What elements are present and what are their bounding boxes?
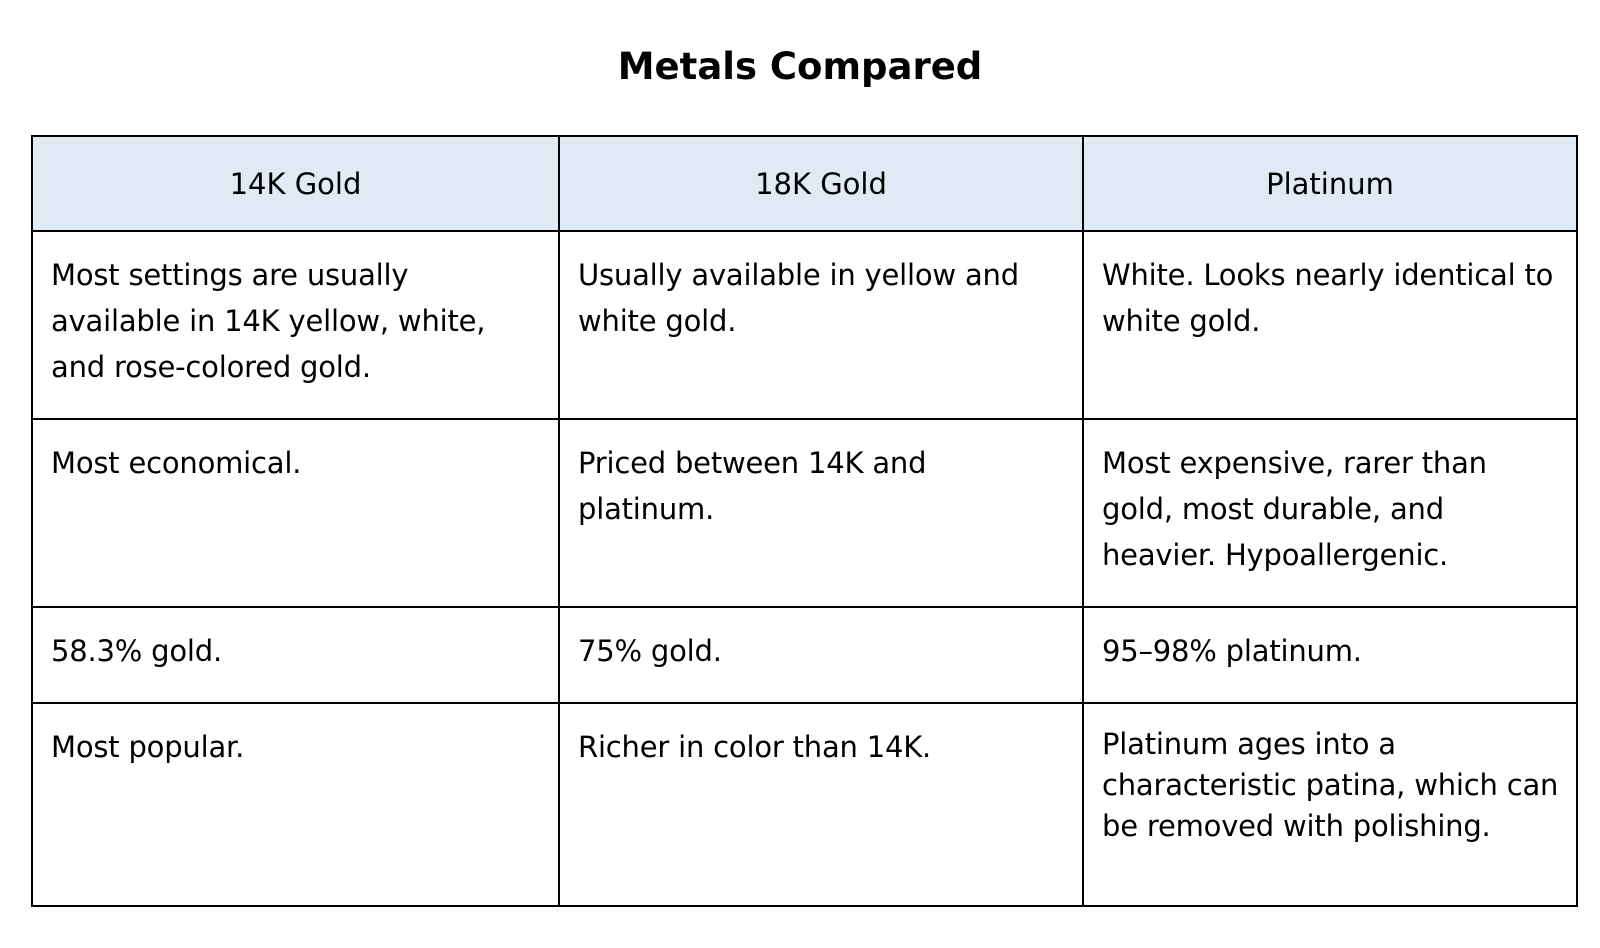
column-header-14k-gold: 14K Gold: [31, 135, 560, 232]
cell-text: Richer in color than 14K.: [578, 730, 932, 764]
cell-text: Usually available in yellow and white go…: [578, 258, 1019, 338]
cell-text: Priced between 14K and platinum.: [578, 446, 927, 526]
cell-text: 58.3% gold.: [51, 634, 222, 668]
cell-text: 95–98% platinum.: [1102, 634, 1362, 668]
table-row: Most popular. Richer in color than 14K. …: [31, 702, 1578, 907]
column-header-platinum: Platinum: [1082, 135, 1578, 232]
cell-text: Platinum ages into a characteristic pati…: [1102, 727, 1559, 843]
column-header-18k-gold: 18K Gold: [558, 135, 1084, 232]
table-cell: Platinum ages into a characteristic pati…: [1082, 702, 1578, 907]
table-cell: White. Looks nearly identical to white g…: [1082, 230, 1578, 420]
cell-text: 75% gold.: [578, 634, 722, 668]
page-title: Metals Compared: [617, 45, 983, 88]
table-cell: Most economical.: [31, 418, 560, 608]
table-cell: Most expensive, rarer than gold, most du…: [1082, 418, 1578, 608]
cell-text: Most popular.: [51, 730, 245, 764]
table-cell: 58.3% gold.: [31, 606, 560, 704]
table-cell: 75% gold.: [558, 606, 1084, 704]
table-cell: Usually available in yellow and white go…: [558, 230, 1084, 420]
table-row: Most economical. Priced between 14K and …: [31, 418, 1578, 608]
table-row: 58.3% gold. 75% gold. 95–98% platinum.: [31, 606, 1578, 704]
cell-text: White. Looks nearly identical to white g…: [1102, 258, 1554, 338]
table-cell: Richer in color than 14K.: [558, 702, 1084, 907]
metals-comparison-table: 14K Gold 18K Gold Platinum Most settings…: [31, 135, 1578, 907]
cell-text: Most economical.: [51, 446, 302, 480]
table-cell: Most popular.: [31, 702, 560, 907]
table-cell: Most settings are usually available in 1…: [31, 230, 560, 420]
cell-text: Most settings are usually available in 1…: [51, 258, 486, 384]
table-cell: Priced between 14K and platinum.: [558, 418, 1084, 608]
table-row: Most settings are usually available in 1…: [31, 230, 1578, 420]
table-header-row: 14K Gold 18K Gold Platinum: [31, 135, 1578, 232]
cell-text: Most expensive, rarer than gold, most du…: [1102, 446, 1487, 572]
table-cell: 95–98% platinum.: [1082, 606, 1578, 704]
